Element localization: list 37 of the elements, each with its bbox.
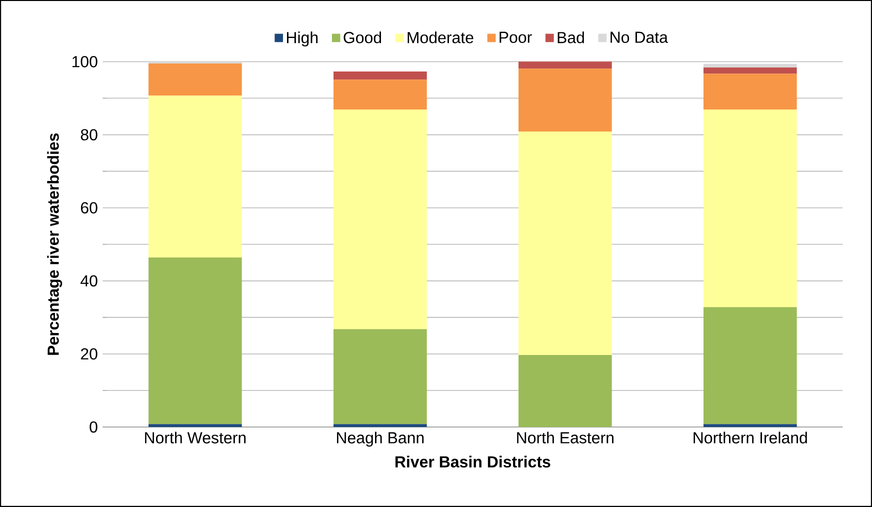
bar [148, 63, 242, 96]
bar [704, 307, 797, 424]
y-tick-label: 60 [80, 202, 98, 214]
legend-label: Moderate [408, 32, 474, 44]
y-axis-title: Percentage river waterbodies [47, 133, 62, 355]
bar [704, 64, 797, 68]
legend-label: No Data [610, 32, 668, 43]
bar [518, 68, 612, 132]
bar [704, 424, 797, 427]
x-tick-label: North Eastern [517, 432, 614, 444]
x-tick-label: Northern Ireland [694, 432, 807, 444]
bar [148, 257, 242, 424]
bar [704, 68, 797, 74]
y-tick-label: 20 [80, 348, 98, 360]
bar [704, 110, 797, 308]
x-tick-label: North Western [145, 432, 246, 444]
y-tick-label: 100 [72, 56, 98, 68]
bar [148, 96, 242, 258]
bar [148, 424, 242, 427]
bar [518, 131, 612, 356]
bar [334, 72, 427, 80]
legend-label: Good [344, 32, 382, 44]
y-tick-label: 0 [90, 421, 98, 433]
legend-label: High [286, 32, 318, 46]
bar [334, 80, 427, 110]
bar [518, 355, 612, 427]
legend-label: Bad [558, 32, 584, 44]
x-tick-label: Neagh Bann [337, 432, 424, 447]
bar [704, 74, 797, 110]
bar [334, 110, 427, 330]
bar [334, 424, 427, 427]
y-tick-label: 80 [80, 129, 98, 140]
x-axis-title: River Basin Districts [395, 456, 550, 468]
legend-label: Poor [500, 32, 532, 43]
bar [334, 329, 427, 424]
bar [518, 62, 612, 69]
y-tick-label: 40 [80, 275, 98, 287]
